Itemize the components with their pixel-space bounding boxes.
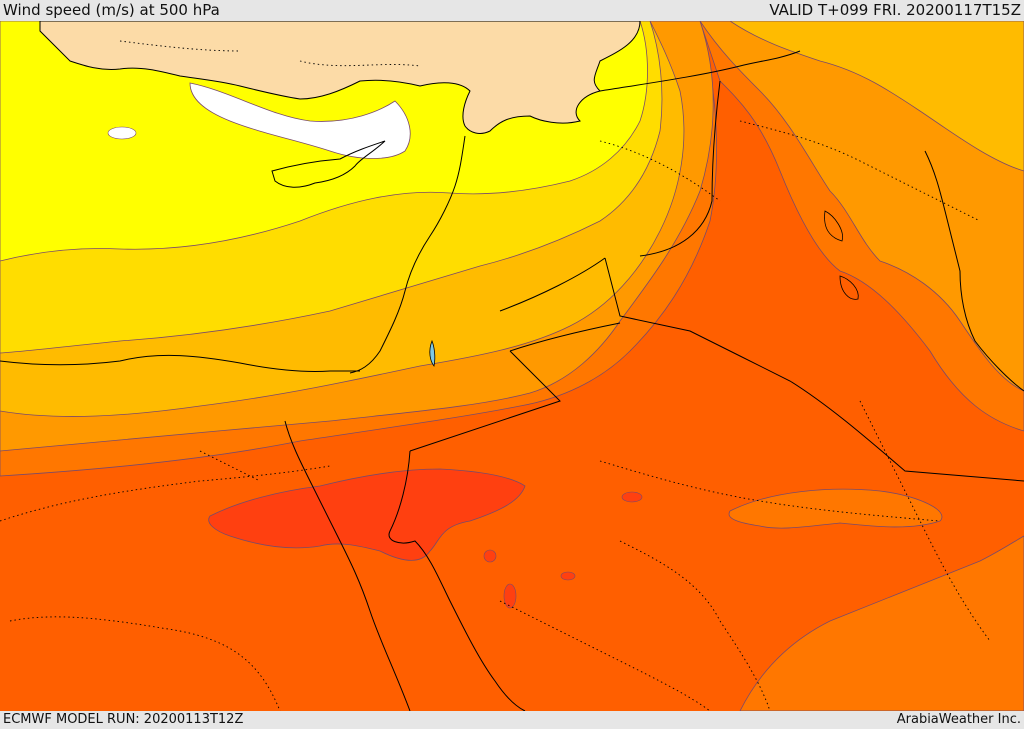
coastline-egypt-north xyxy=(0,354,360,373)
map-footer: ECMWF MODEL RUN: 20200113T12Z ArabiaWeat… xyxy=(0,711,1024,729)
land-cyprus xyxy=(271,140,386,188)
coastline-levant xyxy=(349,135,466,374)
wind-band-red-orange xyxy=(208,468,526,561)
map-header: Wind speed (m/s) at 500 hPa VALID T+099 … xyxy=(0,0,1024,21)
lake-east xyxy=(824,210,843,242)
model-run-label: ECMWF MODEL RUN: 20200113T12Z xyxy=(3,712,244,727)
land-anatolia xyxy=(39,21,641,134)
wind-core-spot xyxy=(560,571,576,581)
border-iraq-syria xyxy=(639,80,721,257)
internal-borders xyxy=(0,40,991,711)
coastline-gulf-suez xyxy=(284,420,411,711)
map-canvas xyxy=(0,21,1024,711)
wind-core-spot xyxy=(483,549,497,563)
wind-band-orange-tongue xyxy=(728,488,943,529)
border-saudi-north xyxy=(409,322,621,452)
wind-core-spot xyxy=(503,583,517,609)
calm-wind-spot xyxy=(107,126,137,140)
credit-label: ArabiaWeather Inc. xyxy=(896,712,1021,727)
dead-sea xyxy=(429,339,436,367)
border-jordan-iraq xyxy=(499,257,1024,482)
valid-time-label: VALID T+099 FRI. 20200117T15Z xyxy=(769,1,1021,19)
wind-speed-map xyxy=(0,21,1024,711)
calm-wind-area xyxy=(189,82,411,159)
wind-band-orange-southeast xyxy=(739,535,1024,711)
border-syria-turkey xyxy=(599,50,801,92)
wind-core-spot xyxy=(621,491,643,503)
coastline-red-sea-east xyxy=(388,450,526,711)
lake-east-2 xyxy=(839,275,859,300)
coastline-gulf xyxy=(924,150,1024,392)
map-title: Wind speed (m/s) at 500 hPa xyxy=(3,1,220,19)
